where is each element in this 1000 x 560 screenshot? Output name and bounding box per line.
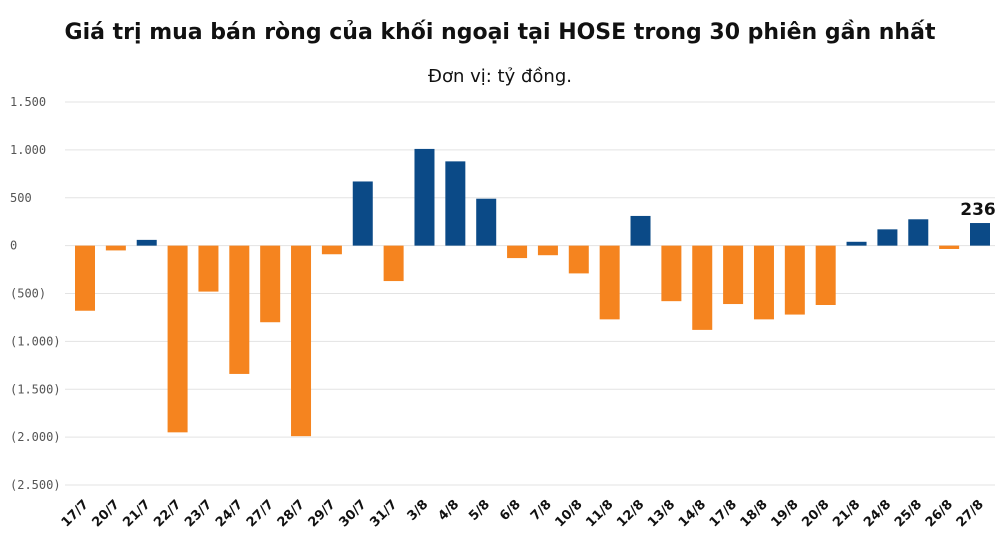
- x-tick-label: 13/8: [645, 497, 678, 530]
- bar-17-8: [723, 245, 744, 305]
- bars: [75, 148, 990, 437]
- bar-5-8: [476, 198, 497, 246]
- y-tick-label: 500: [10, 191, 32, 205]
- x-tick-label: 24/8: [861, 497, 894, 530]
- y-tick-label: 1.500: [10, 95, 46, 109]
- bar-14-8: [692, 245, 713, 330]
- bar-10-8: [568, 245, 589, 274]
- x-tick-label: 17/8: [707, 497, 740, 530]
- bar-27-8: [970, 223, 990, 246]
- bar-13-8: [661, 245, 682, 302]
- bar-21-8: [846, 241, 867, 246]
- x-tick-label: 21/8: [830, 497, 863, 530]
- x-tick-label: 6/8: [497, 497, 524, 524]
- y-tick-label: (2.000): [10, 430, 61, 444]
- x-tick-label: 19/8: [768, 497, 801, 530]
- bar-23-7: [198, 245, 219, 292]
- x-tick-label: 28/7: [275, 497, 308, 530]
- bar-20-7: [105, 245, 126, 251]
- x-tick-label: 27/7: [244, 497, 277, 530]
- bar-24-7: [229, 245, 250, 374]
- bar-11-8: [599, 245, 620, 320]
- y-tick-label: (1.500): [10, 382, 61, 396]
- y-tick-label: 0: [10, 239, 17, 253]
- x-tick-label: 24/7: [213, 497, 246, 530]
- x-tick-label: 22/7: [151, 497, 184, 530]
- x-tick-label: 5/8: [466, 497, 493, 524]
- x-tick-label: 20/8: [799, 497, 832, 530]
- y-axis-ticks: 1.500 1.000 500 0 (500) (1.000) (1.500) (2.000)…: [10, 95, 61, 492]
- x-tick-label: 7/8: [528, 497, 555, 524]
- x-tick-label: 14/8: [676, 497, 709, 530]
- x-tick-label: 3/8: [405, 497, 432, 524]
- bar-22-7: [167, 245, 188, 433]
- chart-subtitle: Đơn vị: tỷ đồng.: [428, 66, 572, 87]
- bar-7-8: [537, 245, 558, 256]
- x-tick-label: 11/8: [583, 497, 616, 530]
- bar-25-8: [908, 219, 929, 246]
- x-tick-label: 10/8: [552, 497, 585, 530]
- bar-30-7: [352, 181, 373, 246]
- x-tick-label: 12/8: [614, 497, 647, 530]
- bar-12-8: [630, 215, 651, 246]
- bar-28-7: [291, 245, 312, 437]
- chart-title: Giá trị mua bán ròng của khối ngoại tại …: [64, 20, 936, 45]
- bar-29-7: [321, 245, 342, 255]
- bar-3-8: [414, 148, 435, 246]
- x-tick-label: 17/7: [59, 497, 92, 530]
- y-tick-label: 1.000: [10, 143, 46, 157]
- bar-19-8: [784, 245, 805, 315]
- bar-20-8: [815, 245, 836, 305]
- x-tick-label: 30/7: [336, 497, 369, 530]
- y-tick-label: (500): [10, 287, 46, 301]
- x-tick-label: 31/7: [367, 497, 400, 530]
- bar-31-7: [383, 245, 404, 282]
- x-tick-label: 29/7: [306, 497, 339, 530]
- x-tick-label: 20/7: [90, 497, 123, 530]
- x-tick-label: 4/8: [435, 497, 462, 524]
- bar-21-7: [136, 239, 157, 246]
- data-label: 236: [960, 200, 996, 220]
- y-tick-label: (2.500): [10, 478, 61, 492]
- bar-26-8: [939, 245, 960, 249]
- bar-27-7: [260, 245, 281, 323]
- bar-6-8: [507, 245, 528, 259]
- x-tick-label: 26/8: [923, 497, 956, 530]
- x-axis-ticks: 17/720/721/722/723/724/727/728/729/730/7…: [59, 497, 987, 530]
- bar-17-7: [75, 245, 95, 311]
- gridlines: [65, 101, 995, 486]
- x-tick-label: 25/8: [892, 497, 925, 530]
- x-tick-label: 23/7: [182, 497, 215, 530]
- bar-24-8: [877, 229, 898, 246]
- data-labels: 236: [960, 200, 996, 220]
- x-tick-label: 27/8: [954, 497, 987, 530]
- bar-18-8: [753, 245, 774, 320]
- x-tick-label: 18/8: [738, 497, 771, 530]
- bar-4-8: [445, 161, 466, 246]
- y-tick-label: (1.000): [10, 334, 61, 348]
- x-tick-label: 21/7: [120, 497, 153, 530]
